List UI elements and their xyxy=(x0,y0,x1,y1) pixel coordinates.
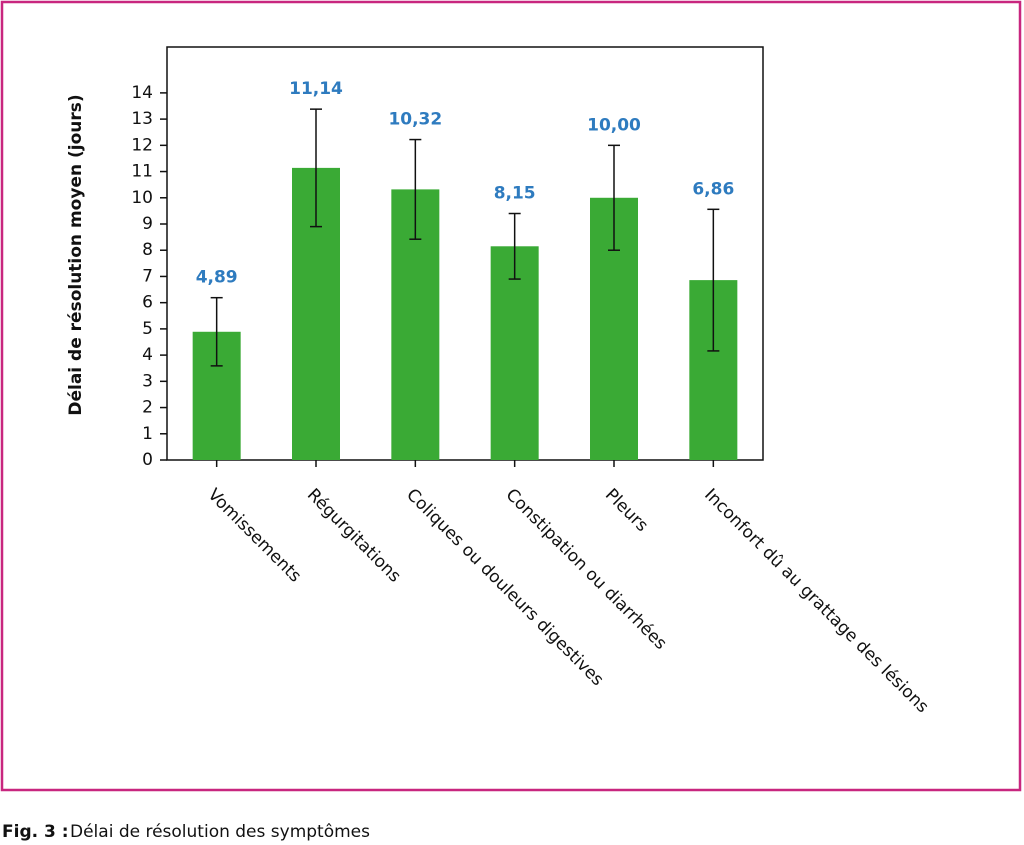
caption-text: Délai de résolution des symptômes xyxy=(70,822,370,842)
bar xyxy=(490,246,539,460)
value-label: 10,32 xyxy=(388,110,442,130)
y-tick-label: 4 xyxy=(142,345,153,365)
caption-label: Fig. 3 : xyxy=(2,822,69,842)
y-tick-label: 0 xyxy=(142,450,153,470)
y-tick-label: 1 xyxy=(142,424,153,444)
value-label: 8,15 xyxy=(494,184,536,204)
value-label: 4,89 xyxy=(196,268,238,288)
x-tick-label: Inconfort dû au grattage des lésions xyxy=(700,485,932,717)
value-label: 6,86 xyxy=(692,179,734,199)
value-label: 10,00 xyxy=(587,115,641,135)
y-tick-label: 6 xyxy=(142,293,153,313)
frame xyxy=(0,0,1022,792)
y-tick-label: 8 xyxy=(142,240,153,260)
y-tick-label: 7 xyxy=(142,266,153,286)
x-tick-label: Constipation ou diarrhées xyxy=(502,485,671,654)
x-tick-label: Coliques ou douleurs digestives xyxy=(402,485,607,690)
y-axis-title: Délai de résolution moyen (jours) xyxy=(66,94,86,415)
y-tick-label: 14 xyxy=(131,83,153,103)
y-tick-label: 13 xyxy=(131,109,153,129)
y-tick-label: 2 xyxy=(142,398,153,418)
x-tick-label: Vomissements xyxy=(204,485,306,587)
x-tick-label: Régurgitations xyxy=(303,485,405,587)
y-tick-label: 9 xyxy=(142,214,153,234)
x-tick-label: Pleurs xyxy=(601,485,652,536)
y-tick-label: 12 xyxy=(131,135,153,155)
y-tick-label: 5 xyxy=(142,319,153,339)
y-tick-label: 3 xyxy=(142,371,153,391)
y-tick-label: 10 xyxy=(131,188,153,208)
value-label: 11,14 xyxy=(289,79,343,99)
plot-frame xyxy=(166,46,764,461)
y-tick-label: 11 xyxy=(131,162,153,182)
